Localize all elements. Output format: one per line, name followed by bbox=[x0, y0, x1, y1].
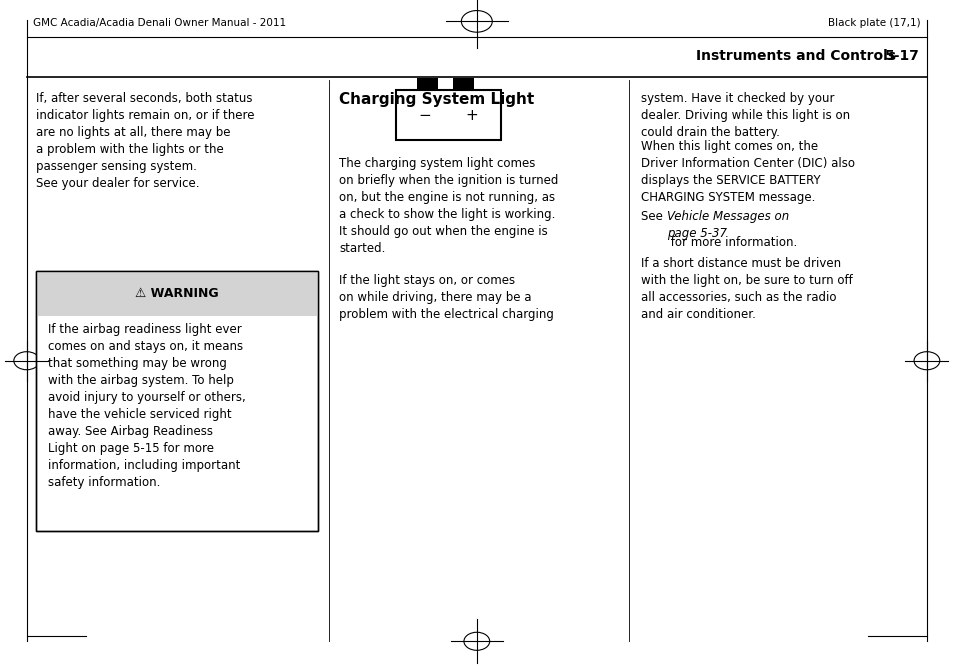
Text: 5-17: 5-17 bbox=[884, 49, 920, 63]
Text: If the light stays on, or comes
on while driving, there may be a
problem with th: If the light stays on, or comes on while… bbox=[339, 274, 554, 321]
Text: for more information.: for more information. bbox=[666, 236, 796, 248]
Text: Black plate (17,1): Black plate (17,1) bbox=[827, 19, 920, 28]
Text: See: See bbox=[640, 210, 666, 223]
FancyBboxPatch shape bbox=[36, 271, 317, 531]
Text: +: + bbox=[464, 108, 477, 123]
Text: −: − bbox=[418, 108, 431, 123]
Text: ⚠ WARNING: ⚠ WARNING bbox=[135, 287, 218, 300]
Text: If, after several seconds, both status
indicator lights remain on, or if there
a: If, after several seconds, both status i… bbox=[36, 92, 254, 190]
Text: Charging System Light: Charging System Light bbox=[339, 92, 535, 107]
Text: If a short distance must be driven
with the light on, be sure to turn off
all ac: If a short distance must be driven with … bbox=[640, 257, 852, 321]
Text: When this light comes on, the
Driver Information Center (DIC) also
displays the : When this light comes on, the Driver Inf… bbox=[640, 140, 854, 204]
FancyBboxPatch shape bbox=[416, 78, 437, 90]
Text: The charging system light comes
on briefly when the ignition is turned
on, but t: The charging system light comes on brief… bbox=[339, 157, 558, 255]
FancyBboxPatch shape bbox=[395, 90, 500, 140]
Text: GMC Acadia/Acadia Denali Owner Manual - 2011: GMC Acadia/Acadia Denali Owner Manual - … bbox=[33, 19, 286, 28]
Text: system. Have it checked by your
dealer. Driving while this light is on
could dra: system. Have it checked by your dealer. … bbox=[640, 92, 849, 139]
Text: Vehicle Messages on
page 5-37: Vehicle Messages on page 5-37 bbox=[666, 210, 788, 240]
Text: If the airbag readiness light ever
comes on and stays on, it means
that somethin: If the airbag readiness light ever comes… bbox=[48, 323, 245, 489]
Text: Instruments and Controls: Instruments and Controls bbox=[696, 49, 895, 63]
FancyBboxPatch shape bbox=[453, 78, 474, 90]
FancyBboxPatch shape bbox=[36, 271, 317, 316]
